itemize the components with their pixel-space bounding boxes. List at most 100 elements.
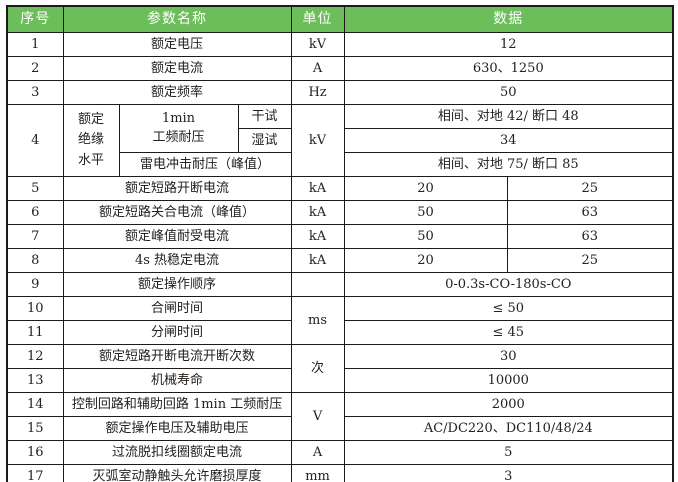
- table-row-insulation-lightning: 雷电冲击耐压（峰值） 相间、对地 75/ 断口 85: [7, 152, 674, 177]
- insulation-group-line: 水平: [77, 152, 104, 168]
- table-row: 12 额定短路开断电流开断次数 次 30: [6, 344, 674, 393]
- cell-param: 灭弧室动静触头允许磨损厚度: [62, 464, 292, 482]
- cell-param: 4s 热稳定电流: [62, 248, 292, 273]
- cell-param: 额定电压: [62, 32, 292, 57]
- header-data: 数据: [343, 5, 674, 33]
- cell-unit: V: [290, 392, 345, 441]
- table-header-row: 序号 参数名称 单位 数据: [6, 5, 674, 33]
- cell-value: AC/DC220、DC110/48/24: [343, 416, 674, 441]
- cell-param: 额定电流: [62, 56, 292, 81]
- cell-value-right: 25: [506, 176, 674, 201]
- cell-no: 5: [6, 176, 64, 201]
- table-row: 3 额定频率 Hz 50: [6, 80, 674, 105]
- cell-unit: 次: [290, 344, 345, 393]
- cell-no: 14: [6, 392, 64, 417]
- cell-value-left: 50: [343, 200, 508, 225]
- cell-param: 额定短路关合电流（峰值）: [62, 200, 292, 225]
- cell-param: 过流脱扣线圈额定电流: [62, 440, 292, 465]
- table-row: 8 4s 热稳定电流 kA 20 25: [6, 248, 674, 273]
- cell-no: 1: [6, 32, 64, 57]
- cell-unit: Hz: [290, 80, 345, 105]
- withstand-line: 工频耐压: [152, 129, 205, 145]
- cell-no: 3: [6, 80, 64, 105]
- cell-value-right: 63: [506, 200, 674, 225]
- cell-unit: kA: [290, 248, 345, 273]
- header-seq: 序号: [6, 5, 64, 33]
- cell-param: 额定频率: [62, 80, 292, 105]
- cell-wet-test-label: 湿试: [237, 128, 292, 153]
- spec-table: 序号 参数名称 单位 数据 1 额定电压 kV 12 2 额定电流 A 630、…: [6, 5, 675, 482]
- cell-value: ≤ 50: [343, 296, 674, 321]
- insulation-group-line: 绝缘: [77, 132, 104, 148]
- header-unit: 单位: [290, 5, 345, 33]
- table-row: 17 灭弧室动静触头允许磨损厚度 mm 3: [6, 464, 674, 482]
- cell-param: 额定操作电压及辅助电压: [62, 416, 292, 441]
- cell-lightning-impulse-label: 雷电冲击耐压（峰值）: [118, 152, 292, 177]
- cell-no: 6: [6, 200, 64, 225]
- cell-no: 12: [6, 344, 64, 369]
- cell-no: 13: [6, 368, 64, 393]
- cell-param: 额定峰值耐受电流: [62, 224, 292, 249]
- cell-no: 10: [6, 296, 64, 321]
- cell-no: 11: [6, 320, 64, 345]
- table-row: 10 合闸时间 ms ≤ 50: [6, 296, 674, 345]
- cell-unit: ms: [290, 296, 345, 345]
- table-row: 5 额定短路开断电流 kA 20 25: [6, 176, 674, 201]
- cell-insulation-group: 额定 绝缘 水平: [62, 104, 120, 177]
- cell-value-left: 50: [343, 224, 508, 249]
- cell-no: 2: [6, 56, 64, 81]
- cell-value: 2000: [343, 392, 674, 417]
- cell-value: 12: [343, 32, 674, 57]
- cell-unit-empty: [290, 272, 345, 297]
- table-row: 7 额定峰值耐受电流 kA 50 63: [6, 224, 674, 249]
- cell-value-left: 20: [343, 176, 508, 201]
- cell-unit: kA: [290, 224, 345, 249]
- table-row: 1 额定电压 kV 12: [6, 32, 674, 57]
- cell-value-right: 63: [506, 224, 674, 249]
- cell-no: 17: [6, 464, 64, 482]
- table-row: 2 额定电流 A 630、1250: [6, 56, 674, 81]
- cell-param: 机械寿命: [62, 368, 292, 393]
- table-row-insulation-dry: 4 额定 绝缘 水平 1min 工频耐压 干试 kV 相间、对地 42/ 断口 …: [6, 104, 674, 177]
- cell-param: 额定短路开断电流开断次数: [62, 344, 292, 369]
- table-row: 13 机械寿命 10000: [6, 368, 674, 393]
- table-row: 11 分闸时间 ≤ 45: [6, 320, 674, 345]
- cell-unit: kV: [290, 104, 345, 177]
- insulation-group-line: 额定: [77, 112, 104, 128]
- cell-value: 相间、对地 42/ 断口 48: [343, 104, 674, 129]
- table-row: 15 额定操作电压及辅助电压 AC/DC220、DC110/48/24: [6, 416, 674, 441]
- cell-param: 额定操作顺序: [62, 272, 292, 297]
- cell-value: 10000: [343, 368, 674, 393]
- cell-param: 分闸时间: [62, 320, 292, 345]
- cell-no: 9: [6, 272, 64, 297]
- cell-value: 5: [343, 440, 674, 465]
- cell-value: 0-0.3s-CO-180s-CO: [343, 272, 674, 297]
- cell-no: 4: [6, 104, 64, 177]
- cell-param: 控制回路和辅助回路 1min 工频耐压: [62, 392, 292, 417]
- cell-unit: kA: [290, 200, 345, 225]
- cell-unit: kA: [290, 176, 345, 201]
- cell-no: 15: [6, 416, 64, 441]
- table-row: 9 额定操作顺序 0-0.3s-CO-180s-CO: [6, 272, 674, 297]
- cell-unit: mm: [290, 464, 345, 482]
- cell-param: 额定短路开断电流: [62, 176, 292, 201]
- table-row: 16 过流脱扣线圈额定电流 A 5: [6, 440, 674, 465]
- table-row: 14 控制回路和辅助回路 1min 工频耐压 V 2000: [6, 392, 674, 441]
- cell-value: 34: [343, 128, 674, 153]
- withstand-line: 1min: [161, 110, 196, 126]
- cell-dry-test-label: 干试: [237, 104, 292, 129]
- table-row: 6 额定短路关合电流（峰值） kA 50 63: [6, 200, 674, 225]
- cell-unit: A: [290, 56, 345, 81]
- cell-value: 30: [343, 344, 674, 369]
- cell-value: 相间、对地 75/ 断口 85: [343, 152, 674, 177]
- cell-unit: kV: [290, 32, 345, 57]
- cell-unit: A: [290, 440, 345, 465]
- cell-no: 7: [6, 224, 64, 249]
- cell-value: 3: [343, 464, 674, 482]
- cell-value: ≤ 45: [343, 320, 674, 345]
- table-row-insulation-wet: 湿试 34: [7, 128, 674, 153]
- header-param: 参数名称: [62, 5, 292, 33]
- cell-value: 50: [343, 80, 674, 105]
- cell-value-right: 25: [506, 248, 674, 273]
- cell-no: 8: [6, 248, 64, 273]
